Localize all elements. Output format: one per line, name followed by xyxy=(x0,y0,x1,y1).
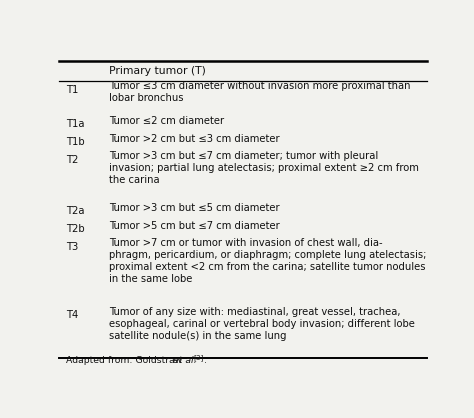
Text: T1a: T1a xyxy=(66,119,84,129)
Text: T1b: T1b xyxy=(66,137,84,147)
Text: Tumor ≤2 cm diameter: Tumor ≤2 cm diameter xyxy=(109,116,224,126)
Text: T4: T4 xyxy=(66,310,78,320)
Text: Tumor >2 cm but ≤3 cm diameter: Tumor >2 cm but ≤3 cm diameter xyxy=(109,134,280,144)
Text: Primary tumor (T): Primary tumor (T) xyxy=(109,66,206,76)
Text: T3: T3 xyxy=(66,242,78,252)
Text: Adapted from: Goldstraw: Adapted from: Goldstraw xyxy=(66,356,185,365)
Text: Tumor >3 cm but ≤7 cm diameter; tumor with pleural
invasion; partial lung atelec: Tumor >3 cm but ≤7 cm diameter; tumor wi… xyxy=(109,151,419,186)
Text: .: . xyxy=(204,356,207,365)
Text: Tumor >7 cm or tumor with invasion of chest wall, dia-
phragm, pericardium, or d: Tumor >7 cm or tumor with invasion of ch… xyxy=(109,238,426,284)
Text: T2: T2 xyxy=(66,155,78,165)
Text: T2a: T2a xyxy=(66,206,84,216)
Text: T2b: T2b xyxy=(66,224,84,234)
Text: T1: T1 xyxy=(66,84,78,94)
Text: Tumor ≤3 cm diameter without invasion more proximal than
lobar bronchus: Tumor ≤3 cm diameter without invasion mo… xyxy=(109,81,410,103)
Text: Tumor >3 cm but ≤5 cm diameter: Tumor >3 cm but ≤5 cm diameter xyxy=(109,203,280,213)
Text: [3]: [3] xyxy=(194,354,204,361)
Text: et al.: et al. xyxy=(173,356,197,365)
Text: Tumor of any size with: mediastinal, great vessel, trachea,
esophageal, carinal : Tumor of any size with: mediastinal, gre… xyxy=(109,306,415,341)
Text: Tumor >5 cm but ≤7 cm diameter: Tumor >5 cm but ≤7 cm diameter xyxy=(109,221,280,231)
